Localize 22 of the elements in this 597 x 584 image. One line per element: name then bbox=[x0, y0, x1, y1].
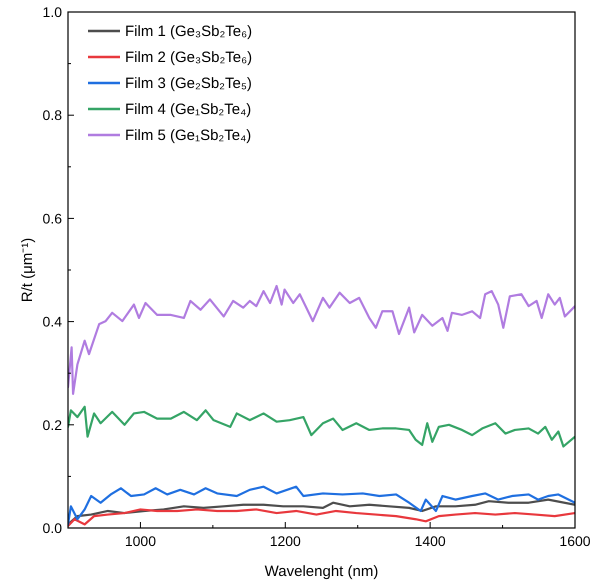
y-tick-label: 0.4 bbox=[42, 314, 62, 330]
y-axis-title: R/t (μm⁻¹) bbox=[19, 238, 36, 302]
line-series bbox=[68, 498, 575, 526]
legend-label: Film 2 (Ge₃Sb₂Te₆) bbox=[125, 49, 252, 66]
line-series bbox=[68, 284, 575, 395]
y-tick-label: 0.6 bbox=[42, 210, 62, 226]
x-tick-label: 1600 bbox=[559, 533, 591, 549]
x-tick-label: 1400 bbox=[414, 533, 446, 549]
y-tick-label: 0.2 bbox=[42, 416, 62, 433]
line-series bbox=[68, 486, 575, 526]
x-axis-title: Wavelenght (nm) bbox=[264, 563, 378, 580]
y-tick-label: 0.8 bbox=[42, 107, 62, 124]
legend-label: Film 5 (Ge₁Sb₂Te₄) bbox=[125, 127, 252, 144]
x-tick-label: 1000 bbox=[124, 533, 156, 549]
line-series bbox=[68, 406, 575, 448]
legend-label: Film 1 (Ge₃Sb₂Te₆) bbox=[125, 23, 252, 40]
x-tick-label: 1200 bbox=[270, 533, 302, 549]
legend-label: Film 4 (Ge₁Sb₂Te₄) bbox=[125, 101, 252, 118]
line-series bbox=[68, 508, 575, 528]
y-tick-label: 1.0 bbox=[42, 4, 62, 20]
y-tick-label: 0.0 bbox=[42, 520, 62, 536]
legend-label: Film 3 (Ge₂Sb₂Te₅) bbox=[125, 75, 252, 92]
